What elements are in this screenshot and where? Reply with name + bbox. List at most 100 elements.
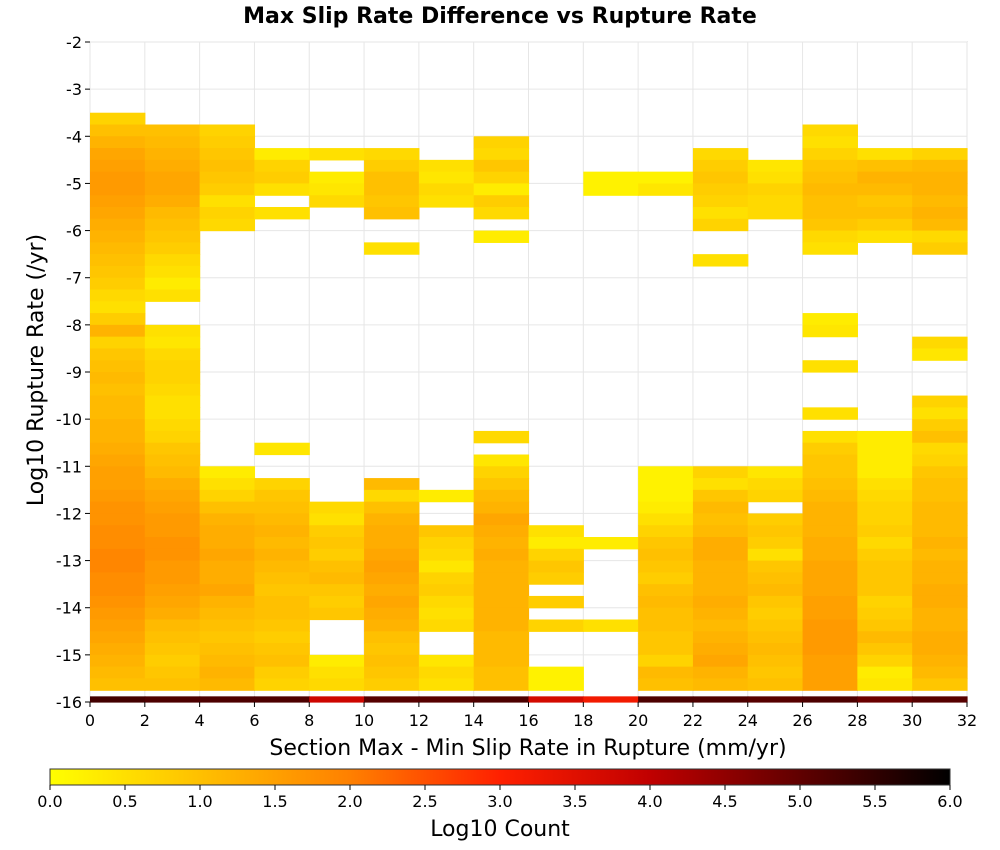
- heatmap-cell: [309, 548, 365, 562]
- heatmap-cell: [199, 548, 256, 562]
- heatmap-cell: [364, 171, 420, 185]
- heatmap-cell: [90, 301, 146, 314]
- heatmap-cell: [802, 631, 858, 644]
- y-tick-label: -9: [66, 363, 82, 382]
- heatmap-cell: [90, 207, 146, 220]
- heatmap-cell: [802, 171, 858, 185]
- heatmap-cell: [254, 696, 310, 703]
- heatmap-cell: [90, 277, 146, 291]
- heatmap-cell: [912, 525, 968, 538]
- heatmap-cell: [638, 501, 694, 515]
- heatmap-cell: [364, 148, 420, 161]
- heatmap-cell: [473, 678, 530, 691]
- heatmap-cell: [254, 513, 310, 526]
- heatmap-cell: [747, 525, 804, 538]
- heatmap-cell: [90, 159, 146, 173]
- heatmap-cell: [364, 207, 420, 220]
- heatmap-cell: [692, 619, 749, 632]
- heatmap-cell: [747, 631, 804, 644]
- colorbar-tick-label: 5.0: [787, 792, 812, 811]
- heatmap-cell: [912, 678, 968, 691]
- heatmap-cell: [90, 289, 146, 302]
- heatmap-cell: [528, 572, 584, 585]
- heatmap-cell: [912, 442, 968, 456]
- heatmap-cell: [692, 654, 749, 668]
- heatmap-cell: [692, 678, 749, 691]
- x-tick-label: 10: [354, 711, 374, 730]
- heatmap-cell: [144, 159, 201, 173]
- heatmap-cell: [857, 207, 913, 220]
- heatmap-cell: [254, 159, 310, 173]
- heatmap-cell: [857, 159, 913, 173]
- heatmap-cell: [144, 489, 201, 503]
- heatmap-cell: [857, 525, 913, 538]
- heatmap-cell: [144, 595, 201, 609]
- heatmap-cell: [747, 171, 804, 185]
- heatmap-cell: [199, 560, 256, 573]
- heatmap-cell: [199, 148, 256, 161]
- heatmap-cell: [912, 430, 968, 444]
- heatmap-cell: [144, 183, 201, 196]
- colorbar-tick-label: 1.5: [262, 792, 287, 811]
- heatmap-cell: [912, 159, 968, 173]
- heatmap-cell: [144, 171, 201, 185]
- heatmap-cell: [912, 478, 968, 491]
- heatmap-cell: [912, 548, 968, 562]
- y-tick-label: -5: [66, 174, 82, 193]
- y-tick-label: -13: [56, 552, 82, 571]
- x-tick-label: 0: [85, 711, 95, 730]
- heatmap-cell: [418, 595, 475, 609]
- heatmap-cell: [199, 654, 256, 668]
- heatmap-cell: [144, 454, 201, 467]
- heatmap-cell: [692, 525, 749, 538]
- heatmap-cell: [638, 171, 694, 185]
- heatmap-cell: [692, 595, 749, 609]
- heatmap-cell: [144, 525, 201, 538]
- heatmap-cell: [528, 595, 584, 609]
- heatmap-cell: [418, 525, 475, 538]
- x-tick-label: 24: [738, 711, 758, 730]
- heatmap-cell: [692, 159, 749, 173]
- heatmap-cell: [418, 171, 475, 185]
- heatmap-cell: [473, 148, 530, 161]
- heatmap-cell: [254, 678, 310, 691]
- heatmap-cell: [638, 678, 694, 691]
- heatmap-cell: [583, 171, 639, 185]
- heatmap-cell: [857, 537, 913, 550]
- heatmap-cell: [802, 360, 858, 373]
- heatmap-cell: [912, 171, 968, 185]
- heatmap-cell: [802, 678, 858, 691]
- heatmap-cell: [638, 548, 694, 562]
- heatmap-cell: [90, 442, 146, 456]
- heatmap-cell: [90, 548, 146, 562]
- colorbar-label: Log10 Count: [430, 817, 570, 842]
- heatmap-cell: [473, 195, 530, 208]
- heatmap-cell: [802, 666, 858, 680]
- y-tick-label: -10: [56, 410, 82, 429]
- heatmap-cell: [912, 572, 968, 585]
- y-axis-label: Log10 Rupture Rate (/yr): [24, 234, 49, 506]
- heatmap-cell: [802, 595, 858, 609]
- heatmap-cell: [692, 489, 749, 503]
- heatmap-cell: [309, 584, 365, 597]
- heatmap-cell: [802, 454, 858, 467]
- heatmap-cell: [418, 195, 475, 208]
- heatmap-cell: [802, 607, 858, 621]
- heatmap-cell: [473, 595, 530, 609]
- heatmap-cell: [692, 148, 749, 161]
- heatmap-cell: [90, 572, 146, 585]
- x-tick-label: 18: [573, 711, 593, 730]
- heatmap-cell: [638, 183, 694, 196]
- heatmap-cell: [254, 584, 310, 597]
- heatmap-cell: [747, 666, 804, 680]
- heatmap-cell: [199, 537, 256, 550]
- heatmap-cell: [473, 501, 530, 515]
- heatmap-cell: [857, 696, 913, 703]
- heatmap-cell: [692, 607, 749, 621]
- heatmap-cell: [199, 513, 256, 526]
- heatmap-cell: [199, 478, 256, 491]
- heatmap-cell: [364, 478, 420, 491]
- heatmap-cell: [857, 466, 913, 479]
- heatmap-cell: [912, 619, 968, 632]
- heatmap-cell: [199, 619, 256, 632]
